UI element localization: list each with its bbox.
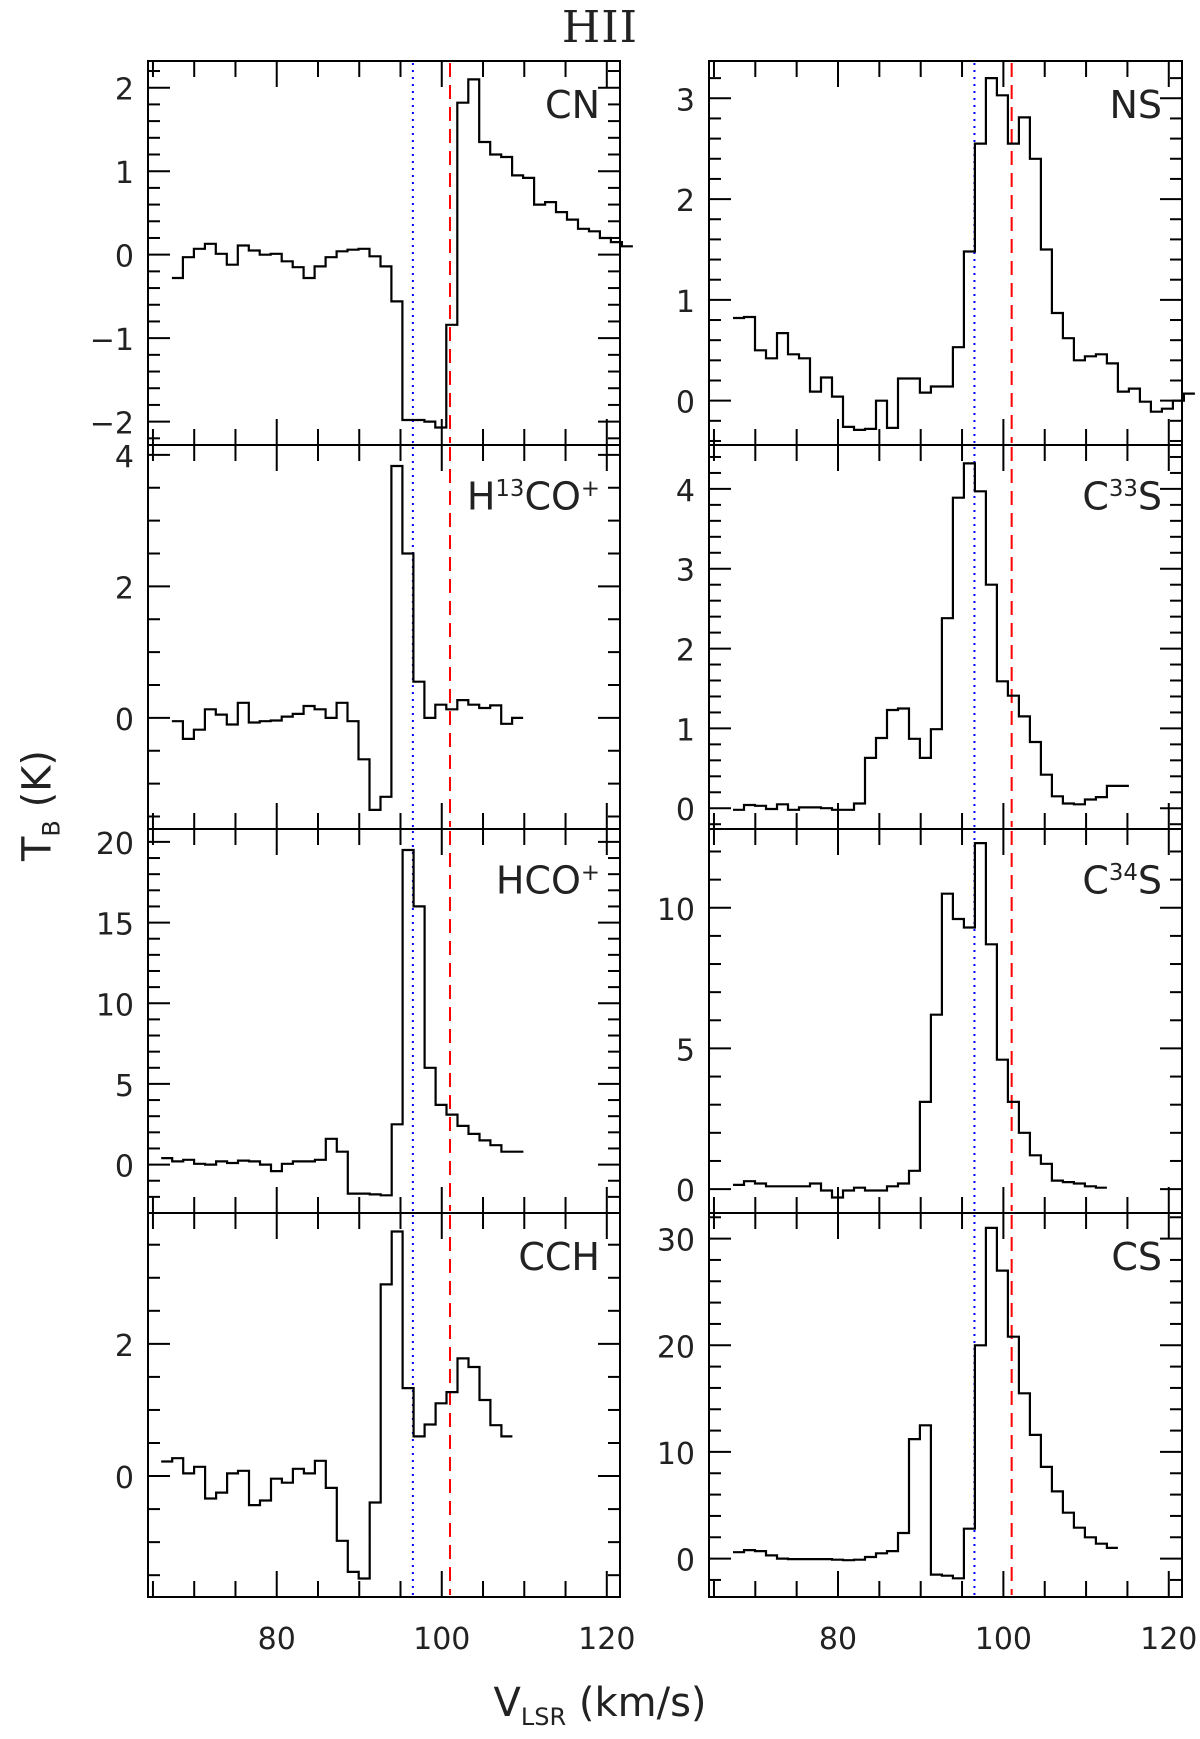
xlabel-sub: LSR (520, 1703, 567, 1731)
y-tick-label: 4 (676, 474, 695, 509)
y-axis-label: TB (K) (15, 726, 66, 886)
panel-c33s: 0 1 2 3 4 C33S (676, 444, 1183, 830)
y-tick-label: 1 (115, 156, 134, 191)
spectrum-line (733, 462, 1129, 811)
spectrum-line (733, 1226, 1118, 1580)
x-tick-label: 100 (413, 1622, 470, 1657)
panel-hco: 0 5 10 15 20 HCO+ (96, 827, 621, 1214)
ylabel-unit: (K) (14, 749, 61, 808)
y-tick-label: 1 (676, 713, 695, 748)
y-tick-label: 3 (676, 83, 695, 118)
x-tick-label: 120 (578, 1622, 635, 1657)
molecule-label: H13CO+ (466, 474, 600, 519)
spectrum-line (733, 842, 1107, 1199)
panel-h13co: 0 2 4 H13CO+ (115, 440, 621, 830)
molecule-label: C34S (1082, 858, 1162, 903)
ylabel-main: T (14, 836, 61, 862)
y-tick-label: 2 (115, 571, 134, 606)
y-tick-label: 5 (115, 1069, 134, 1104)
y-tick-label: 20 (657, 1330, 695, 1365)
y-tick-label: 15 (96, 908, 134, 943)
y-tick-label: −1 (90, 323, 134, 358)
y-tick-label: 2 (676, 184, 695, 219)
y-tick-label: 0 (676, 793, 695, 828)
y-tick-label: 0 (115, 1150, 134, 1185)
spectrum-line (733, 77, 1195, 431)
y-tick-label: 5 (676, 1033, 695, 1068)
panel-cn: −2 −1 0 1 2 CN (90, 60, 633, 446)
spectrum-line (161, 1230, 513, 1580)
y-tick-label: 0 (115, 240, 134, 275)
y-tick-label: 0 (115, 1461, 134, 1496)
y-tick-label: 2 (115, 73, 134, 108)
y-tick-label: 4 (115, 440, 134, 475)
y-tick-label: 1 (676, 285, 695, 320)
panel-cch: 0 2 80 100 120 CCH (115, 1212, 635, 1657)
x-axis-label: VLSR (km/s) (0, 1680, 1200, 1731)
molecule-label: CCH (518, 1235, 600, 1279)
y-tick-label: −2 (90, 407, 134, 442)
figure-title: HII (561, 2, 639, 53)
y-tick-label: 10 (96, 988, 134, 1023)
xlabel-main: V (493, 1680, 521, 1726)
y-tick-label: 30 (657, 1224, 695, 1259)
panel-ns: 0 1 2 3 NS (676, 60, 1195, 446)
panel-frame (147, 1212, 621, 1598)
ylabel-sub: B (37, 820, 66, 837)
panel-frame (708, 1212, 1183, 1598)
molecule-label: C33S (1082, 474, 1162, 519)
y-tick-label: 0 (676, 1174, 695, 1209)
y-tick-label: 10 (657, 1437, 695, 1472)
xlabel-unit: (km/s) (578, 1680, 707, 1726)
panel-c34s: 0 5 10 C34S (657, 828, 1183, 1214)
molecule-label: CS (1111, 1235, 1162, 1279)
x-tick-label: 80 (819, 1622, 857, 1657)
spectrum-line (171, 78, 633, 429)
spectrum-line (161, 848, 524, 1197)
molecule-label: CN (545, 83, 600, 127)
x-tick-label: 80 (258, 1622, 296, 1657)
y-tick-label: 0 (115, 703, 134, 738)
spectrum-line (171, 464, 524, 811)
y-tick-label: 0 (676, 386, 695, 421)
panel-cs: 0 10 20 30 80 100 120 CS (657, 1212, 1197, 1657)
y-tick-label: 3 (676, 554, 695, 589)
y-tick-label: 0 (676, 1544, 695, 1579)
molecule-label: NS (1109, 83, 1162, 127)
x-tick-label: 120 (1140, 1622, 1197, 1657)
y-tick-label: 2 (676, 634, 695, 669)
x-tick-label: 100 (975, 1622, 1032, 1657)
y-tick-label: 2 (115, 1329, 134, 1364)
y-tick-label: 10 (657, 893, 695, 928)
y-tick-label: 20 (96, 827, 134, 862)
molecule-label: HCO+ (495, 858, 600, 903)
